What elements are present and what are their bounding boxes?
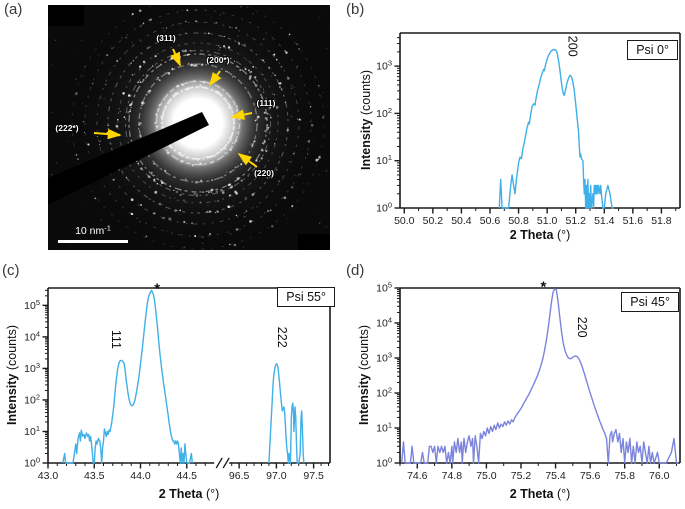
peak-marker: * bbox=[541, 279, 547, 296]
x-major-ticks: 74.6 74.8 75.0 75.2 75.4 75.6 75.8 76.0 bbox=[407, 463, 670, 482]
x-major-ticks: 50.0 50.2 50.4 50.6 50.8 51.0 51.2 51.4 51.6 51.8 bbox=[394, 208, 672, 227]
peak-label: 220 bbox=[575, 317, 589, 338]
x-tick-label: 74.6 bbox=[407, 470, 428, 482]
x-axis-label-c: 2 Theta (°) bbox=[158, 487, 220, 501]
y-tick-label: 101 bbox=[376, 153, 392, 167]
x-tick-label: 51.0 bbox=[537, 215, 558, 227]
ring-arrow-icon bbox=[237, 152, 258, 168]
ring-label: (222*) bbox=[55, 123, 78, 133]
x-tick-label: 44.5 bbox=[177, 470, 198, 482]
panel-c: 100 101 102 103 104 105 43.0 43.5 44.0 44.5 96.5 97… bbox=[0, 260, 342, 509]
ring-arrow-icon bbox=[230, 109, 253, 120]
panel-label-d: (d) bbox=[346, 262, 365, 279]
x-tick-label: 97.0 bbox=[266, 470, 287, 482]
x-tick-label: 51.2 bbox=[565, 215, 586, 227]
y-tick-label: 102 bbox=[376, 386, 392, 400]
scale-bar bbox=[58, 240, 128, 243]
psi-badge-b: Psi 0° bbox=[627, 40, 678, 60]
ring-arrow-icon bbox=[208, 70, 222, 87]
series-line bbox=[498, 48, 614, 209]
y-axis-label-b: Intensity (counts) bbox=[359, 69, 373, 171]
y-tick-label: 102 bbox=[376, 106, 392, 120]
x-tick-label: 51.6 bbox=[623, 215, 644, 227]
x-tick-label: 75.4 bbox=[545, 470, 566, 482]
scale-bar-label: 10 nm-1 bbox=[75, 224, 111, 238]
x-tick-label: 43.0 bbox=[38, 470, 59, 482]
panel-label-c: (c) bbox=[2, 262, 20, 279]
x-axis-label-d: 2 Theta (°) bbox=[509, 487, 571, 501]
x-tick-label: 75.8 bbox=[614, 470, 635, 482]
x-tick-label: 75.2 bbox=[511, 470, 532, 482]
x-tick-label: 75.6 bbox=[580, 470, 601, 482]
beam-stopper bbox=[48, 112, 209, 205]
peak-label: 111 bbox=[109, 330, 123, 349]
y-tick-label: 100 bbox=[376, 201, 392, 215]
panel-label-a: (a) bbox=[4, 1, 23, 18]
y-tick-label: 105 bbox=[24, 298, 40, 312]
y-tick-label: 101 bbox=[24, 424, 40, 438]
peak-marker: * bbox=[154, 280, 160, 297]
x-tick-label: 50.6 bbox=[480, 215, 501, 227]
corner-mask-bottomright bbox=[298, 234, 330, 250]
y-tick-label: 102 bbox=[24, 392, 40, 406]
peak-label: 200 bbox=[566, 36, 580, 57]
x-tick-label: 50.8 bbox=[508, 215, 529, 227]
y-major-ticks: 100 101 102 103 bbox=[376, 59, 400, 215]
x-tick-label: 76.0 bbox=[649, 470, 670, 482]
y-tick-label: 103 bbox=[24, 361, 40, 375]
peak-label: 222 bbox=[275, 327, 289, 348]
y-major-ticks: 100 101 102 103 104 105 bbox=[24, 298, 48, 470]
y-tick-label: 103 bbox=[376, 59, 392, 73]
y-tick-label: 100 bbox=[24, 456, 40, 470]
corner-mask-topleft bbox=[48, 5, 84, 26]
plot-b-svg: 100 101 102 103 50.0 50.2 50.4 50.6 50.8 51.0 51.2… bbox=[376, 32, 681, 227]
panel-d: 100 101 102 103 104 105 74.6 74.8 75.0 75.2 75.4 75… bbox=[342, 260, 685, 509]
y-tick-label: 104 bbox=[376, 316, 392, 330]
y-major-ticks: 100 101 102 103 104 105 bbox=[376, 281, 400, 470]
x-tick-label: 51.4 bbox=[594, 215, 615, 227]
saed-diffraction-image: 10 nm-1 (311) (200*) (111) (222*) (220) bbox=[48, 5, 330, 250]
psi-badge-d: Psi 45° bbox=[621, 292, 679, 312]
x-tick-label: 75.0 bbox=[476, 470, 497, 482]
ring-annotations: (311) (200*) (111) (222*) (220) bbox=[55, 32, 277, 179]
x-axis-label-b: 2 Theta (°) bbox=[509, 228, 571, 242]
ring-arrow-icon bbox=[93, 128, 122, 140]
x-tick-label: 96.5 bbox=[229, 470, 250, 482]
ring-label: (311) bbox=[156, 33, 176, 43]
y-tick-label: 103 bbox=[376, 351, 392, 365]
y-tick-label: 105 bbox=[376, 281, 392, 295]
x-major-ticks: 43.0 43.5 44.0 44.5 96.5 97.0 97.5 bbox=[38, 463, 324, 482]
ring-arrow-icon bbox=[170, 48, 181, 67]
ring-label: (200*) bbox=[206, 55, 229, 65]
x-tick-label: 50.2 bbox=[423, 215, 444, 227]
psi-badge-c: Psi 55° bbox=[277, 287, 335, 307]
y-axis-label-c: Intensity (counts) bbox=[5, 324, 19, 426]
x-tick-label: 50.0 bbox=[394, 215, 415, 227]
plot-c-svg: 100 101 102 103 104 105 43.0 43.5 44.0 44.5 96.5 97… bbox=[24, 280, 331, 482]
panel-label-b: (b) bbox=[346, 1, 365, 18]
x-tick-label: 51.8 bbox=[651, 215, 672, 227]
y-tick-label: 101 bbox=[376, 421, 392, 435]
series-line bbox=[401, 288, 679, 464]
ring-label: (111) bbox=[257, 98, 276, 108]
chart-c: 100 101 102 103 104 105 43.0 43.5 44.0 44.5 96.5 97… bbox=[24, 280, 331, 482]
chart-b: 100 101 102 103 50.0 50.2 50.4 50.6 50.8 51.0 51.2… bbox=[376, 32, 681, 227]
axis-break-marks bbox=[215, 457, 230, 469]
x-tick-label: 97.5 bbox=[303, 470, 324, 482]
x-tick-label: 43.5 bbox=[84, 470, 105, 482]
x-tick-label: 50.4 bbox=[451, 215, 472, 227]
y-tick-label: 100 bbox=[376, 456, 392, 470]
axes-spines bbox=[399, 32, 681, 209]
x-tick-label: 74.8 bbox=[442, 470, 463, 482]
panel-a: (a) 10 nm-1 (311) (200*) (111) (222*) (220) bbox=[0, 0, 342, 260]
y-axis-label-d: Intensity (counts) bbox=[357, 324, 371, 426]
y-tick-label: 104 bbox=[24, 329, 40, 343]
ring-label: (220) bbox=[254, 168, 274, 178]
plot-d-svg: 100 101 102 103 104 105 74.6 74.8 75.0 75.2 75.4 75… bbox=[376, 279, 681, 482]
axes-spines bbox=[399, 287, 681, 464]
series-line bbox=[62, 289, 305, 464]
x-tick-label: 44.0 bbox=[130, 470, 151, 482]
panel-b: 100 101 102 103 50.0 50.2 50.4 50.6 50.8 51.0 51.2… bbox=[342, 0, 685, 260]
